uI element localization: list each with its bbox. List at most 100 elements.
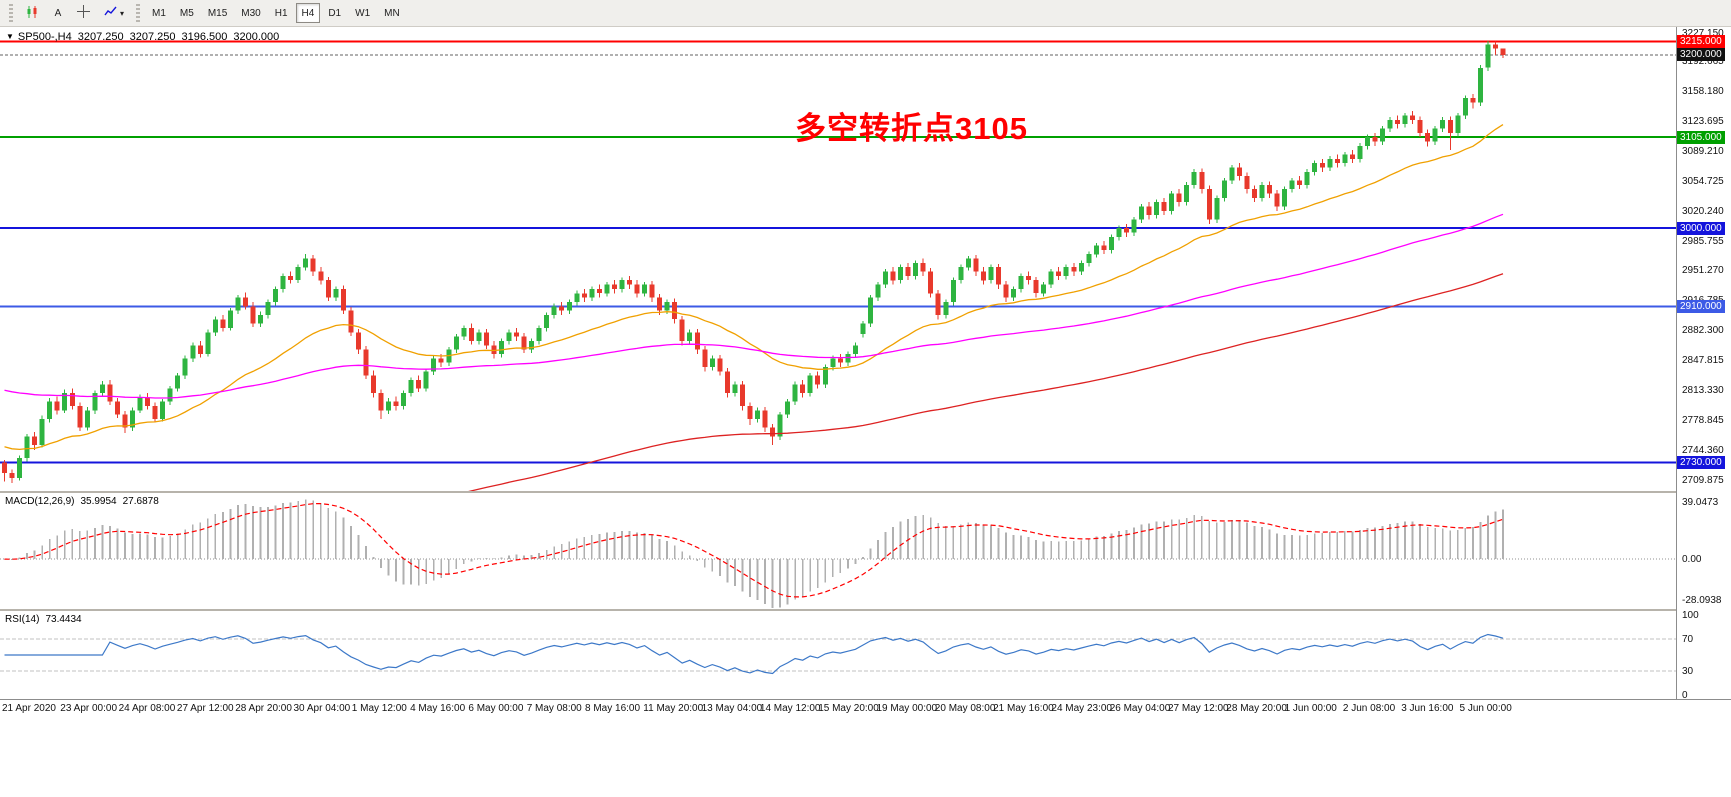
main-chart-canvas[interactable] xyxy=(0,27,1676,491)
candle-body xyxy=(1214,197,1220,220)
candle-body xyxy=(288,275,294,281)
time-axis-label: 13 May 04:00 xyxy=(701,703,763,714)
candle-body xyxy=(393,401,399,406)
candle-body xyxy=(566,301,572,311)
timeframe-m30-button[interactable]: M30 xyxy=(235,3,266,23)
indicators-button[interactable]: ▾ xyxy=(98,3,130,23)
candle-body xyxy=(122,414,128,428)
toolbar-grip[interactable] xyxy=(9,4,13,22)
candle-body xyxy=(1380,128,1385,142)
macd-bar xyxy=(402,559,405,585)
price-axis[interactable]: 3227.150 3192.665 3158.180 3123.695 3089.210… xyxy=(1676,27,1731,701)
timeframe-d1-button[interactable]: D1 xyxy=(322,3,347,23)
macd-bar xyxy=(176,533,179,560)
macd-bar xyxy=(387,559,390,576)
macd-bar xyxy=(862,557,864,560)
macd-bar xyxy=(1185,517,1188,560)
time-axis-label: 11 May 20:00 xyxy=(643,703,704,714)
macd-bar xyxy=(161,537,164,560)
macd-bar xyxy=(854,559,857,564)
macd-bar xyxy=(11,559,13,560)
macd-bar xyxy=(1155,521,1158,560)
pane-splitter-rsi[interactable] xyxy=(0,609,1731,611)
macd-bar xyxy=(282,503,284,560)
timeframe-mn-button[interactable]: MN xyxy=(378,3,406,23)
macd-bar xyxy=(929,517,932,560)
candle-body xyxy=(958,267,964,281)
pane-splitter-macd[interactable] xyxy=(0,491,1731,493)
macd-bar xyxy=(109,525,111,559)
candle-body xyxy=(800,384,806,393)
macd-signal-line xyxy=(4,502,1504,598)
macd-bar xyxy=(1020,535,1022,559)
chart-annotation[interactable]: 多空转折点3105 xyxy=(795,111,1028,146)
rsi-canvas[interactable] xyxy=(0,611,1676,699)
ma-mid-line xyxy=(4,213,1504,399)
macd-bar xyxy=(1208,521,1211,560)
timeframe-m1-button[interactable]: M1 xyxy=(146,3,172,23)
macd-bar xyxy=(206,518,209,559)
candle-body xyxy=(883,271,888,285)
candle-body xyxy=(107,384,113,402)
timeframe-h1-button[interactable]: H1 xyxy=(269,3,294,23)
time-axis-label: 23 Apr 00:00 xyxy=(60,703,118,714)
candle-body xyxy=(273,288,279,302)
text-tool-button[interactable]: A xyxy=(47,3,69,23)
macd-canvas[interactable] xyxy=(0,493,1676,609)
price-axis-border xyxy=(1676,27,1677,700)
candle-body xyxy=(747,406,753,419)
candle-body xyxy=(378,393,384,411)
ohlc-high: 3207.250 xyxy=(129,31,176,43)
main-chart-pane[interactable]: ▼ SP500-,H4 3207.250 3207.250 3196.500 3200.0… xyxy=(0,27,1676,491)
macd-bar xyxy=(1133,527,1135,560)
candle-body xyxy=(785,401,791,415)
candle-body xyxy=(1425,132,1431,142)
macd-bar xyxy=(1080,540,1083,559)
candle-body xyxy=(1259,184,1265,198)
candle-body xyxy=(943,301,949,315)
timeframe-w1-button[interactable]: W1 xyxy=(349,3,376,23)
time-axis-label: 28 Apr 20:00 xyxy=(235,703,292,714)
crosshair-icon xyxy=(77,5,90,21)
macd-bar xyxy=(1502,509,1504,559)
candle-body xyxy=(340,288,346,311)
crosshair-button[interactable] xyxy=(71,3,96,23)
time-axis-label: 8 May 16:00 xyxy=(585,703,641,714)
timeframe-h4-button[interactable]: H4 xyxy=(295,3,321,23)
macd-bar xyxy=(1404,521,1406,560)
macd-bar xyxy=(1328,531,1331,560)
timeframe-m15-button[interactable]: M15 xyxy=(202,3,233,23)
rsi-pane[interactable]: RSI(14) 73.4434 xyxy=(0,611,1676,699)
time-axis[interactable]: 21 Apr 2020 23 Apr 00:00 24 Apr 08:00 27 Ap… xyxy=(0,699,1731,715)
macd-bar xyxy=(440,559,443,578)
macd-bar xyxy=(289,502,292,560)
chart-type-button[interactable] xyxy=(19,3,45,23)
candle-body xyxy=(227,310,233,328)
toolbar-grip[interactable] xyxy=(136,4,141,22)
macd-main-value: 35.9954 xyxy=(80,496,117,507)
candle-body xyxy=(1304,171,1310,185)
price-tick-label: 3089.210 xyxy=(1682,145,1724,157)
candle-body xyxy=(935,293,941,315)
candle-body xyxy=(438,358,444,363)
macd-bar xyxy=(952,525,955,560)
macd-bar xyxy=(1215,522,1218,559)
time-axis-label: 15 May 20:00 xyxy=(818,703,879,714)
collapse-arrow-icon[interactable]: ▼ xyxy=(6,32,14,41)
level-badge-3105: 3105.000 xyxy=(1677,130,1725,144)
macd-bar xyxy=(1298,535,1301,560)
macd-bar xyxy=(500,557,503,560)
candle-body xyxy=(243,297,248,307)
candle-body xyxy=(988,267,994,281)
macd-bar xyxy=(237,505,239,560)
macd-pane[interactable]: MACD(12,26,9) 35.9954 27.6878 xyxy=(0,493,1676,609)
timeframe-m5-button[interactable]: M5 xyxy=(174,3,200,23)
candle-body xyxy=(130,410,135,428)
macd-bar xyxy=(553,546,556,560)
candle-body xyxy=(1169,193,1175,211)
macd-bar xyxy=(568,541,571,559)
ohlc-close: 3200.000 xyxy=(233,31,280,43)
candle-body xyxy=(1327,158,1333,168)
candle-body xyxy=(1229,167,1235,181)
